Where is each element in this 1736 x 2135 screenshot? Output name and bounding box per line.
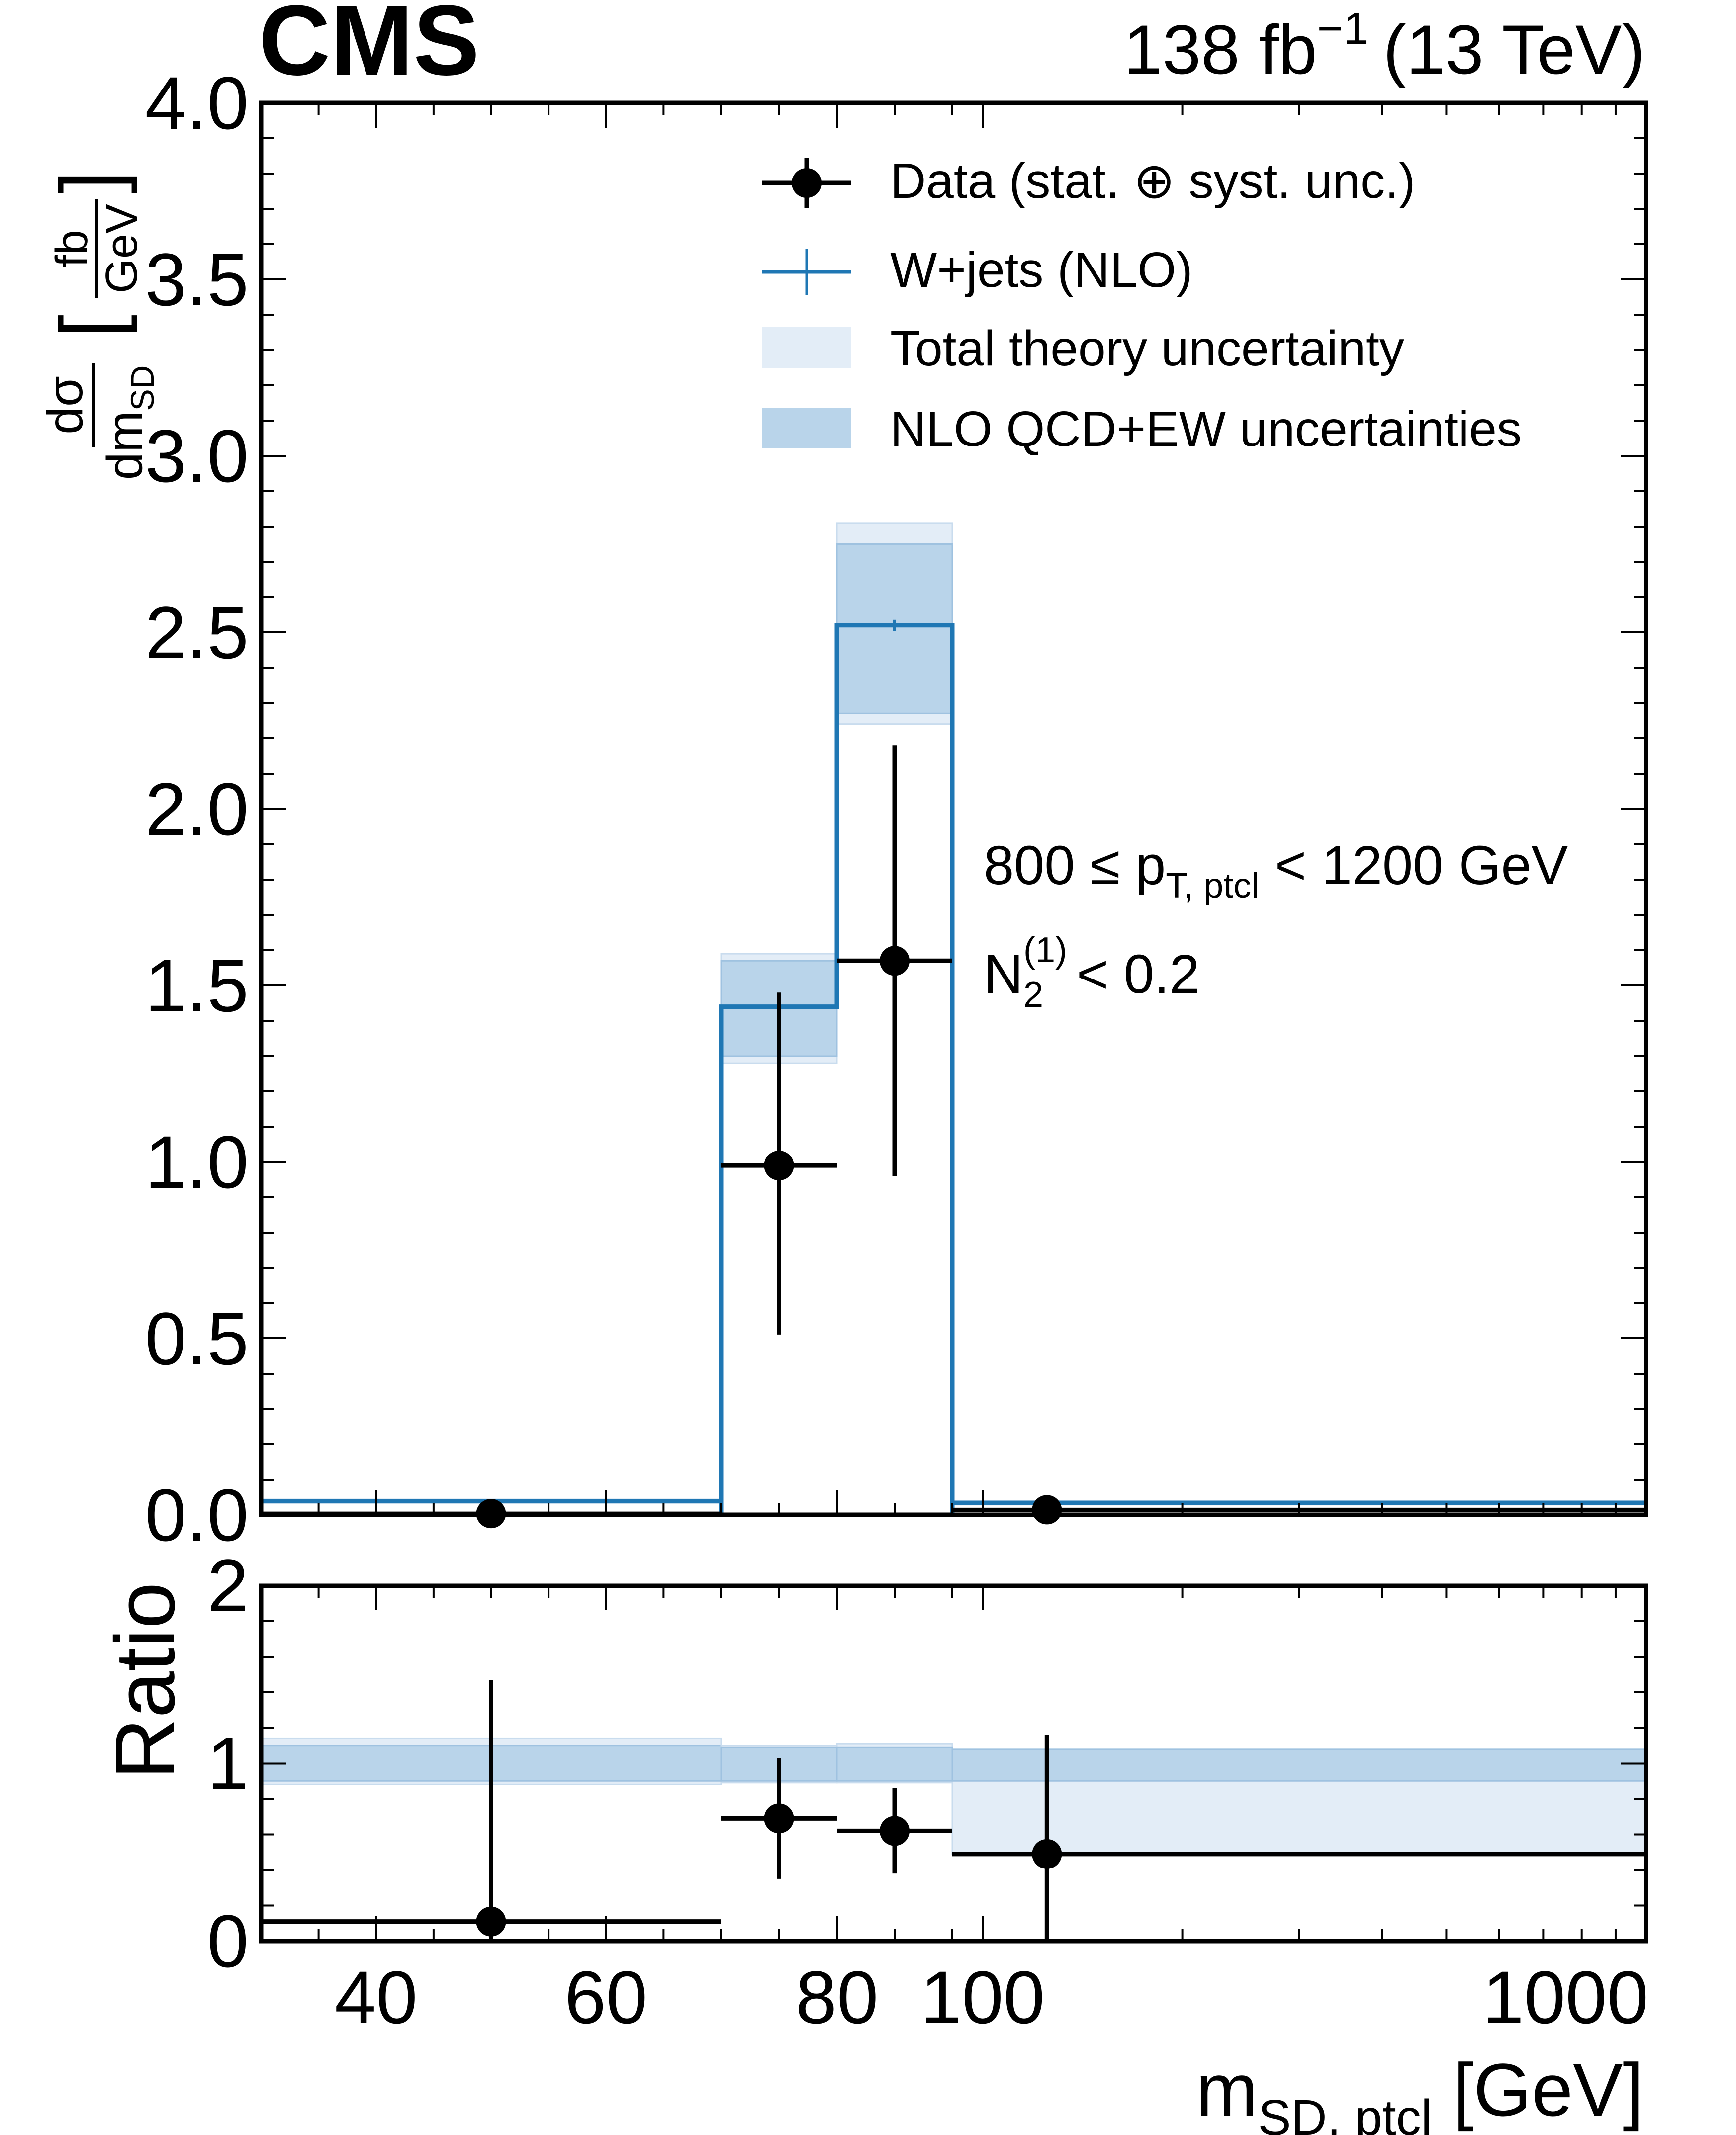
xtick-label: 60 (564, 1956, 647, 2039)
ratio-point-1 (764, 1803, 794, 1834)
xlabel-m: m (1196, 2048, 1258, 2132)
main-ytick-label: 2.0 (145, 767, 249, 851)
main-ytick-label: 3.5 (145, 238, 249, 321)
legend-data-label: Data (stat. ⊕ syst. unc.) (890, 153, 1415, 209)
legend-wjets-marker (762, 249, 851, 295)
ylabel-unit-gev: GeV (97, 204, 147, 293)
legend-wjets-label: W+jets (NLO) (890, 242, 1192, 298)
n2-suffix: < 0.2 (1077, 944, 1200, 1005)
legend-nlo-unc-label: NLO QCD+EW uncertainties (890, 401, 1522, 457)
xlabel-unit: [GeV] (1432, 2048, 1644, 2132)
data-point-3 (1032, 1495, 1062, 1525)
main-ytick-label: 1.5 (145, 944, 249, 1027)
ylabel-dm-main: dm (97, 411, 153, 480)
legend-data-marker (762, 158, 851, 208)
ratio-panel-frame (259, 1583, 1648, 1944)
pt-suffix: < 1200 GeV (1259, 835, 1568, 896)
main-ytick-label: 0.5 (145, 1297, 249, 1380)
wjets-nlo-histogram-line (261, 623, 1646, 1515)
main-ytick-label: 3.0 (145, 414, 249, 498)
xtick-label: 100 (920, 1956, 1045, 2039)
ylabel-bracket-close: ] (43, 171, 138, 194)
legend-total-unc-label: Total theory uncertainty (890, 321, 1404, 376)
main-ytick-label: 4.0 (145, 61, 249, 145)
x-axis-label: mSD, ptcl [GeV] (1196, 2048, 1644, 2135)
ratio-nlo-unc-band-2 (836, 1746, 953, 1782)
ratio-uncertainty-bands (260, 1737, 1647, 1855)
lumi-exponent: −1 (1317, 4, 1369, 54)
xtick-label: 40 (335, 1956, 418, 2039)
luminosity-label: 138 fb−1 (13 TeV) (1124, 4, 1645, 89)
main-ytick-label: 1.0 (145, 1120, 249, 1204)
pt-subscript: T, ptcl (1166, 866, 1259, 906)
ratio-ytick-label: 2 (207, 1544, 249, 1627)
ratio-ytick-label: 0 (207, 1899, 249, 1983)
main-y-axis-label: dσ dmSD [ fb GeV ] (37, 171, 161, 480)
n2-base: N (984, 944, 1023, 1005)
ylabel-unit-fb: fb (47, 230, 97, 267)
main-panel-frame (259, 100, 1648, 1517)
ratio-point-0 (476, 1906, 506, 1937)
n2-cut-annotation: N (1) 2 < 0.2 (984, 930, 1200, 1015)
ratio-data-points (261, 1680, 1646, 1941)
data-point-1 (764, 1151, 794, 1181)
axis-tick-labels: 0.0 0.5 1.0 1.5 2.0 2.5 3.0 3.5 4.0 0 1 2 40 60 80 100 1… (145, 61, 1648, 2039)
ylabel-dm-sub: SD (124, 365, 161, 411)
ratio-point-2 (880, 1816, 910, 1846)
main-ytick-label: 2.5 (145, 591, 249, 674)
xtick-label: 1000 (1482, 1956, 1648, 2039)
main-ytick-label: 0.0 (145, 1473, 249, 1557)
energy-label: (13 TeV) (1383, 10, 1645, 89)
legend: Data (stat. ⊕ syst. unc.) W+jets (NLO) T… (762, 153, 1522, 457)
xlabel-sub: SD, ptcl (1258, 2090, 1432, 2135)
ylabel-bracket-open: [ (43, 315, 138, 338)
lumi-value: 138 fb (1124, 10, 1317, 89)
xtick-label: 80 (796, 1956, 879, 2039)
n2-subscript: 2 (1023, 975, 1043, 1015)
legend-nlo-unc-swatch (762, 408, 851, 448)
main-mc-histogram (261, 619, 1646, 1515)
legend-total-unc-swatch (762, 327, 851, 368)
pt-prefix: 800 ≤ p (984, 835, 1166, 896)
ylabel-dm: dmSD (97, 365, 161, 480)
ylabel-dsigma: dσ (37, 376, 93, 434)
ratio-ytick-label: 1 (207, 1722, 249, 1805)
ratio-point-3 (1032, 1839, 1062, 1869)
cms-label: CMS (259, 0, 479, 96)
ratio-y-axis-label: Ratio (98, 1582, 192, 1779)
pt-range-annotation: 800 ≤ pT, ptcl < 1200 GeV (984, 835, 1568, 906)
data-point-2 (880, 946, 910, 976)
n2-superscript: (1) (1023, 930, 1067, 970)
ratio-nlo-unc-band-3 (951, 1748, 1647, 1782)
